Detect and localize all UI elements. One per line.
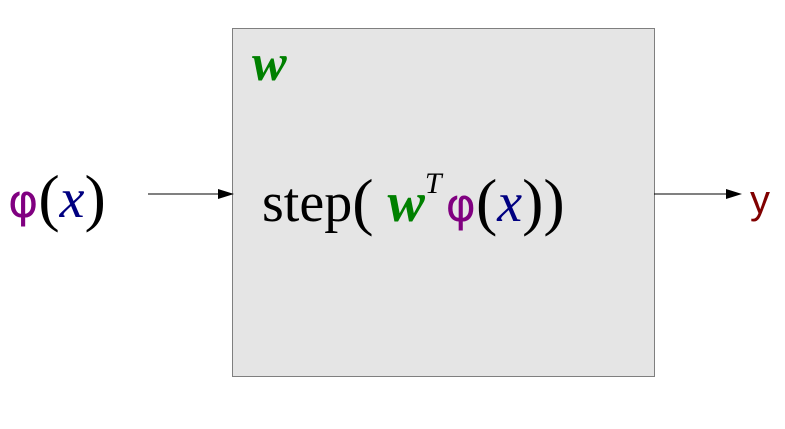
input-phi-symbol: φ bbox=[8, 174, 39, 228]
input-x-variable: x bbox=[59, 168, 85, 230]
feature-x-variable: x bbox=[497, 172, 523, 234]
input-expression: φ(x) bbox=[8, 164, 106, 233]
output-y-label: y bbox=[750, 178, 770, 222]
inner-close-paren: ) bbox=[522, 166, 544, 237]
feature-phi-symbol: φ bbox=[445, 178, 476, 232]
inner-open-paren: ( bbox=[475, 166, 498, 237]
weight-symbol: w bbox=[387, 172, 425, 234]
step-function-expression: step( wTφ(x)) bbox=[262, 166, 565, 244]
perceptron-box bbox=[232, 28, 655, 377]
box-weight-label: w bbox=[252, 35, 287, 92]
step-function-name: step bbox=[262, 172, 353, 234]
input-arrowhead bbox=[218, 189, 234, 199]
input-close-paren: ) bbox=[84, 162, 106, 233]
step-close-paren: ) bbox=[543, 166, 565, 237]
output-arrowhead bbox=[726, 189, 742, 199]
step-open-paren: ( bbox=[352, 166, 374, 237]
transpose-superscript: T bbox=[424, 167, 442, 200]
input-open-paren: ( bbox=[38, 162, 60, 233]
